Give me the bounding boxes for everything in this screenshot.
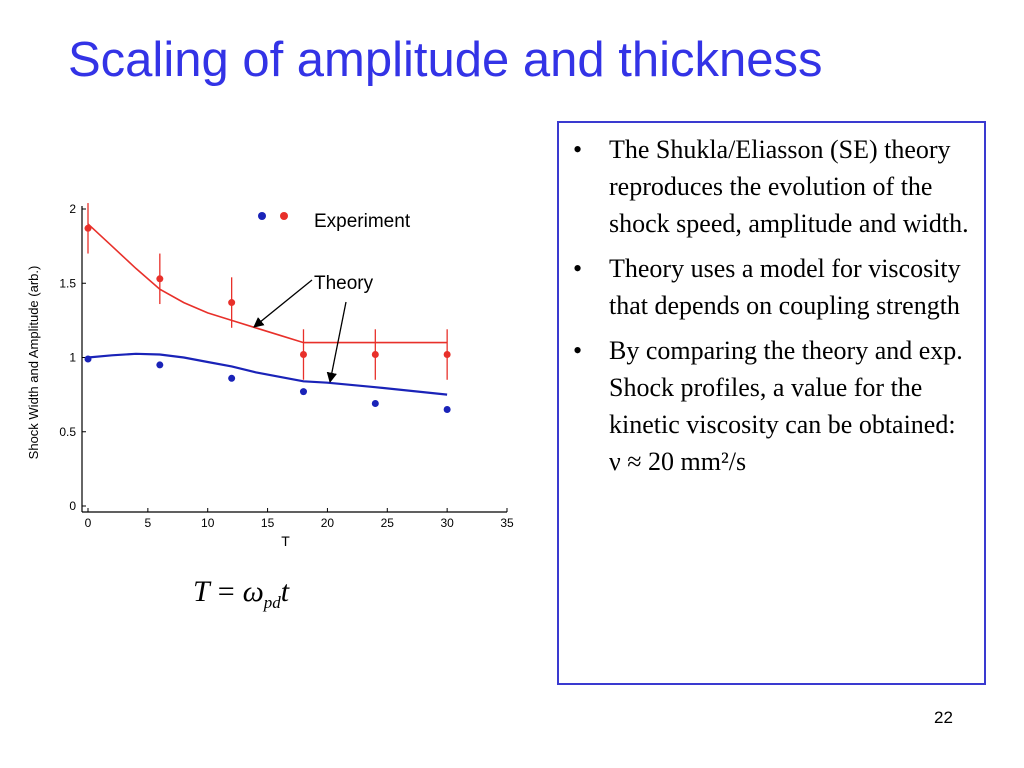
bullet-item: • By comparing the theory and exp. Shock…	[567, 332, 970, 480]
theory-red-line	[87, 223, 448, 344]
experiment-blue-point	[84, 355, 92, 363]
page-number: 22	[934, 708, 953, 727]
y-tick-label: 1	[69, 351, 76, 365]
experiment-red-point	[299, 351, 307, 359]
bullet-text: By comparing the theory and exp. Shock p…	[609, 336, 963, 476]
experiment-blue-point	[299, 388, 307, 396]
bullet-dot: •	[573, 336, 583, 365]
bullet-box: • The Shukla/Eliasson (SE) theory reprod…	[557, 121, 986, 685]
legend-red-dot	[280, 212, 288, 220]
experiment-red-point	[228, 299, 236, 307]
bullet-item: • Theory uses a model for viscosity that…	[567, 250, 970, 324]
bullet-text: The Shukla/Eliasson (SE) theory reproduc…	[609, 135, 969, 238]
formula-lhs: T	[193, 575, 210, 608]
formula-sub: pd	[263, 593, 281, 612]
slide-title: Scaling of amplitude and thickness	[68, 33, 823, 87]
legend-experiment-label: Experiment	[314, 211, 411, 232]
y-tick-label: 0	[69, 499, 76, 513]
bullet-text: Theory uses a model for viscosity that d…	[609, 254, 961, 320]
x-tick-label: 15	[261, 516, 275, 530]
x-tick-label: 20	[321, 516, 335, 530]
bullet-dot: •	[573, 135, 583, 164]
x-tick-label: 30	[440, 516, 454, 530]
y-tick-label: 2	[69, 202, 76, 216]
x-tick-label: 5	[145, 516, 152, 530]
x-tick-label: 0	[85, 516, 92, 530]
experiment-red-point	[443, 351, 451, 359]
bullet-list: • The Shukla/Eliasson (SE) theory reprod…	[567, 131, 970, 480]
formula-omega: ω	[242, 575, 264, 608]
x-tick-label: 35	[500, 516, 514, 530]
theory-arrow-blue	[326, 301, 347, 384]
formula-t: t	[280, 575, 290, 608]
experiment-blue-point	[443, 405, 451, 413]
theory-arrow-red	[253, 279, 313, 328]
experiment-red-point	[84, 224, 92, 232]
experiment-blue-point	[156, 361, 164, 369]
theory-blue-line	[87, 352, 448, 396]
y-tick-label: 1.5	[59, 276, 76, 290]
y-tick-label: 0.5	[59, 425, 76, 439]
bullet-item: • The Shukla/Eliasson (SE) theory reprod…	[567, 131, 970, 242]
x-axis-label: T	[281, 533, 290, 549]
x-tick-label: 25	[381, 516, 395, 530]
y-axis-label: Shock Width and Amplitude (arb.)	[26, 266, 41, 460]
bullet-dot: •	[573, 254, 583, 283]
x-tick-label: 10	[201, 516, 215, 530]
shock-chart: 0 5 10 15 20 25 30 35 0 0.5 1 1.5 2 T Shock Width and …	[26, 202, 514, 549]
experiment-blue-point	[228, 374, 236, 382]
formula: T = ωpdt	[193, 575, 289, 613]
experiment-red-point	[156, 275, 164, 283]
formula-eq: =	[217, 575, 235, 608]
legend-blue-dot	[258, 212, 266, 220]
experiment-red-point	[371, 351, 379, 359]
legend-theory-label: Theory	[314, 273, 374, 294]
experiment-blue-point	[371, 400, 379, 408]
